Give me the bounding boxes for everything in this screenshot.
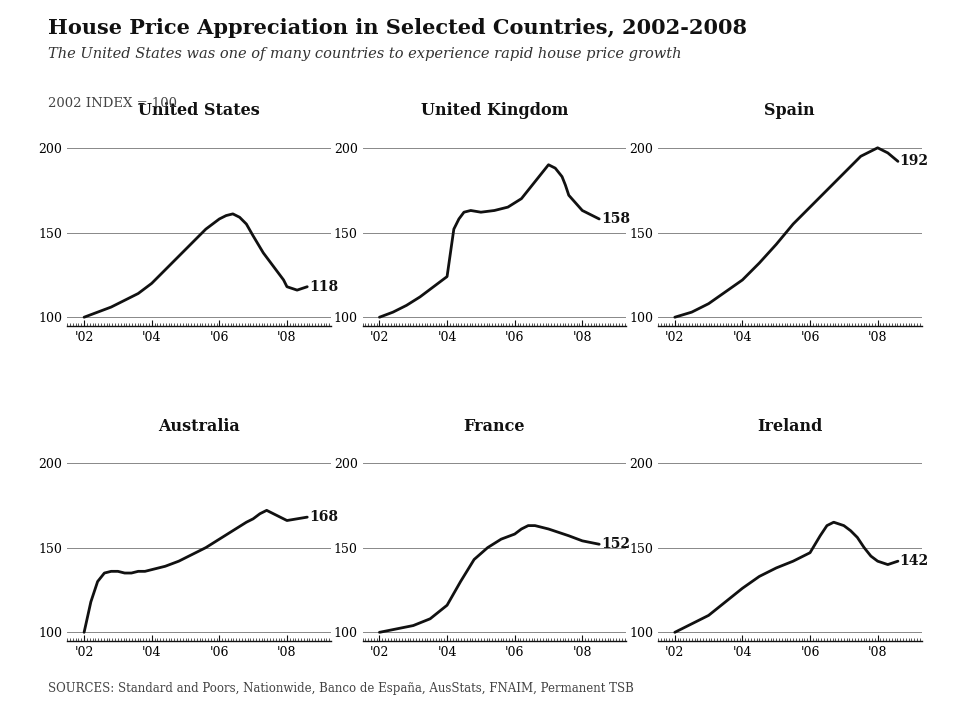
Title: Ireland: Ireland	[757, 418, 823, 435]
Text: 2002 INDEX = 100: 2002 INDEX = 100	[48, 97, 177, 110]
Text: 142: 142	[900, 554, 928, 568]
Title: Spain: Spain	[764, 102, 815, 120]
Title: United States: United States	[138, 102, 260, 120]
Title: France: France	[464, 418, 525, 435]
Text: The United States was one of many countries to experience rapid house price grow: The United States was one of many countr…	[48, 47, 682, 60]
Text: 168: 168	[309, 510, 338, 524]
Title: United Kingdom: United Kingdom	[420, 102, 568, 120]
Text: House Price Appreciation in Selected Countries, 2002-2008: House Price Appreciation in Selected Cou…	[48, 18, 747, 38]
Text: 192: 192	[900, 154, 928, 168]
Text: 118: 118	[309, 280, 338, 294]
Title: Australia: Australia	[158, 418, 240, 435]
Text: 158: 158	[601, 212, 630, 226]
Text: SOURCES: Standard and Poors, Nationwide, Banco de España, AusStats, FNAIM, Perma: SOURCES: Standard and Poors, Nationwide,…	[48, 682, 634, 695]
Text: 152: 152	[601, 537, 630, 552]
